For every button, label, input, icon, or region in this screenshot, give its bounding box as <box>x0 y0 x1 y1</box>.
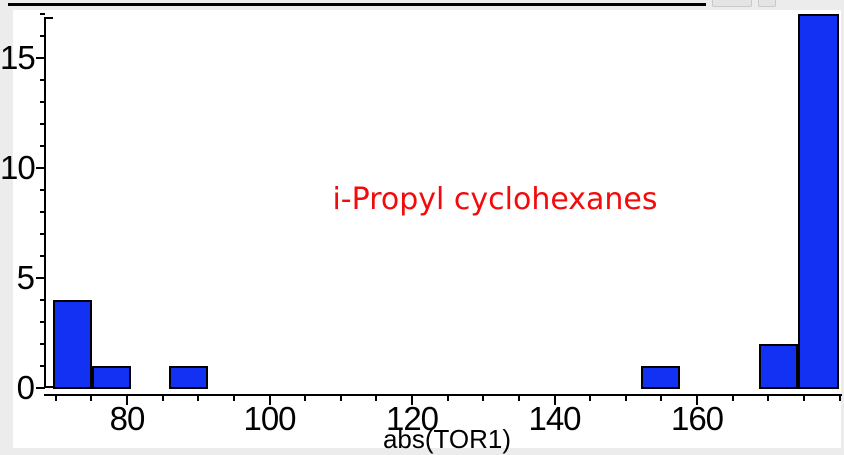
y-axis-minor-tick <box>40 233 45 235</box>
y-axis-minor-tick <box>40 145 45 147</box>
histogram-bar <box>798 14 839 389</box>
window-control-fragment[interactable] <box>712 0 752 7</box>
x-tick-label: 120 <box>385 400 439 437</box>
x-axis-minor-tick <box>161 395 164 401</box>
x-axis-minor-tick <box>446 395 449 401</box>
x-axis-minor-tick <box>304 395 307 401</box>
y-axis-line <box>44 17 46 388</box>
x-axis-minor-tick <box>589 395 592 401</box>
x-axis-title: abs(TOR1) <box>382 424 512 454</box>
x-axis-major-tick <box>268 395 271 405</box>
y-axis-minor-tick <box>40 189 45 191</box>
y-axis-minor-tick <box>40 299 45 301</box>
x-tick-label: 100 <box>243 400 296 437</box>
y-axis-minor-tick <box>40 211 45 213</box>
y-tick-label: 0 <box>16 369 35 406</box>
y-axis-bottom-cap <box>44 386 53 388</box>
x-tick-label: 140 <box>528 400 581 437</box>
histogram-bar <box>759 344 799 389</box>
y-axis-major-tick <box>36 277 45 279</box>
x-axis-major-tick <box>411 395 413 405</box>
x-axis-minor-tick <box>339 395 342 401</box>
x-axis-minor-tick <box>660 395 663 401</box>
y-axis-minor-tick <box>40 101 45 103</box>
x-axis-minor-tick <box>375 395 378 401</box>
x-axis-minor-tick <box>482 395 485 401</box>
histogram-bar <box>52 300 93 389</box>
x-axis-minor-tick <box>517 395 520 401</box>
y-axis-minor-tick <box>40 321 45 323</box>
y-tick-label: 15 <box>0 39 36 76</box>
y-axis-minor-tick <box>40 79 45 81</box>
x-tick-label: 160 <box>670 400 724 437</box>
x-axis-minor-tick <box>767 395 770 401</box>
y-axis-major-tick <box>36 57 45 59</box>
x-axis-minor-tick <box>838 395 841 401</box>
y-axis-major-tick <box>36 167 45 169</box>
y-axis-minor-tick <box>40 123 45 125</box>
y-tick-label: 5 <box>16 259 35 296</box>
x-axis-minor-tick <box>90 395 93 401</box>
x-axis-minor-tick <box>802 395 805 401</box>
x-axis-line <box>44 394 842 396</box>
histogram-bar <box>92 366 132 389</box>
x-tick-label: 80 <box>109 400 146 437</box>
histogram-bar <box>640 366 680 389</box>
x-axis-minor-tick <box>232 395 235 401</box>
x-axis-minor-tick <box>197 395 200 401</box>
top-divider-rule <box>8 3 706 6</box>
histogram-bar <box>169 366 209 389</box>
y-axis-top-cap <box>44 17 53 19</box>
x-axis-minor-tick <box>624 395 627 401</box>
y-axis-minor-tick <box>40 13 45 15</box>
window-control-fragment[interactable] <box>758 0 776 7</box>
y-axis-major-tick <box>36 387 45 389</box>
x-axis-major-tick <box>553 395 556 405</box>
y-axis-minor-tick <box>40 255 45 257</box>
x-axis-minor-tick <box>54 395 57 401</box>
x-axis-minor-tick <box>731 395 734 401</box>
y-axis-minor-tick <box>40 343 45 345</box>
x-axis-major-tick <box>696 395 698 405</box>
y-tick-label: 10 <box>0 149 36 186</box>
y-axis-minor-tick <box>40 365 45 367</box>
chart-annotation: i-Propyl cyclohexanes <box>332 182 658 217</box>
plot-panel <box>13 10 841 448</box>
y-axis-minor-tick <box>40 35 45 37</box>
x-axis-major-tick <box>126 395 128 405</box>
